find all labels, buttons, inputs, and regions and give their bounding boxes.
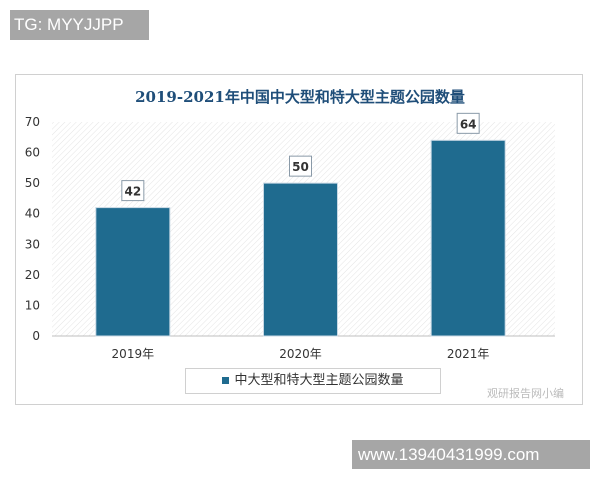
chart-title: 2019-2021年中国中大型和特大型主题公园数量 (135, 88, 465, 106)
y-tick-label: 40 (25, 207, 40, 221)
data-label: 42 (124, 185, 141, 199)
watermark-bottom: www.13940431999.com (352, 440, 590, 469)
data-label: 64 (460, 117, 477, 131)
legend-swatch (222, 377, 230, 384)
bar (430, 139, 506, 337)
bar (263, 182, 338, 337)
x-tick-label: 2020年 (279, 347, 322, 361)
data-label-box (289, 155, 312, 177)
bar (95, 207, 171, 337)
y-tick-label: 20 (25, 268, 40, 282)
data-label-box (121, 180, 145, 202)
x-tick-label: 2021年 (447, 347, 490, 361)
y-tick-label: 60 (25, 146, 40, 160)
y-tick-label: 50 (25, 176, 40, 190)
legend: 中大型和特大型主题公园数量 (185, 368, 441, 394)
y-tick-label: 0 (32, 329, 40, 343)
chart-frame (15, 74, 583, 405)
logo-watermark: 观研报告网小编 (487, 387, 564, 400)
data-label: 50 (292, 160, 309, 174)
x-tick-label: 2019年 (112, 347, 155, 361)
y-tick-label: 30 (25, 237, 40, 251)
y-tick-label: 10 (25, 298, 40, 312)
watermark-top: TG: MYYJJPP (10, 10, 149, 40)
data-label-box (456, 112, 480, 134)
y-tick-label: 70 (25, 115, 40, 129)
legend-label: 中大型和特大型主题公园数量 (234, 373, 404, 388)
